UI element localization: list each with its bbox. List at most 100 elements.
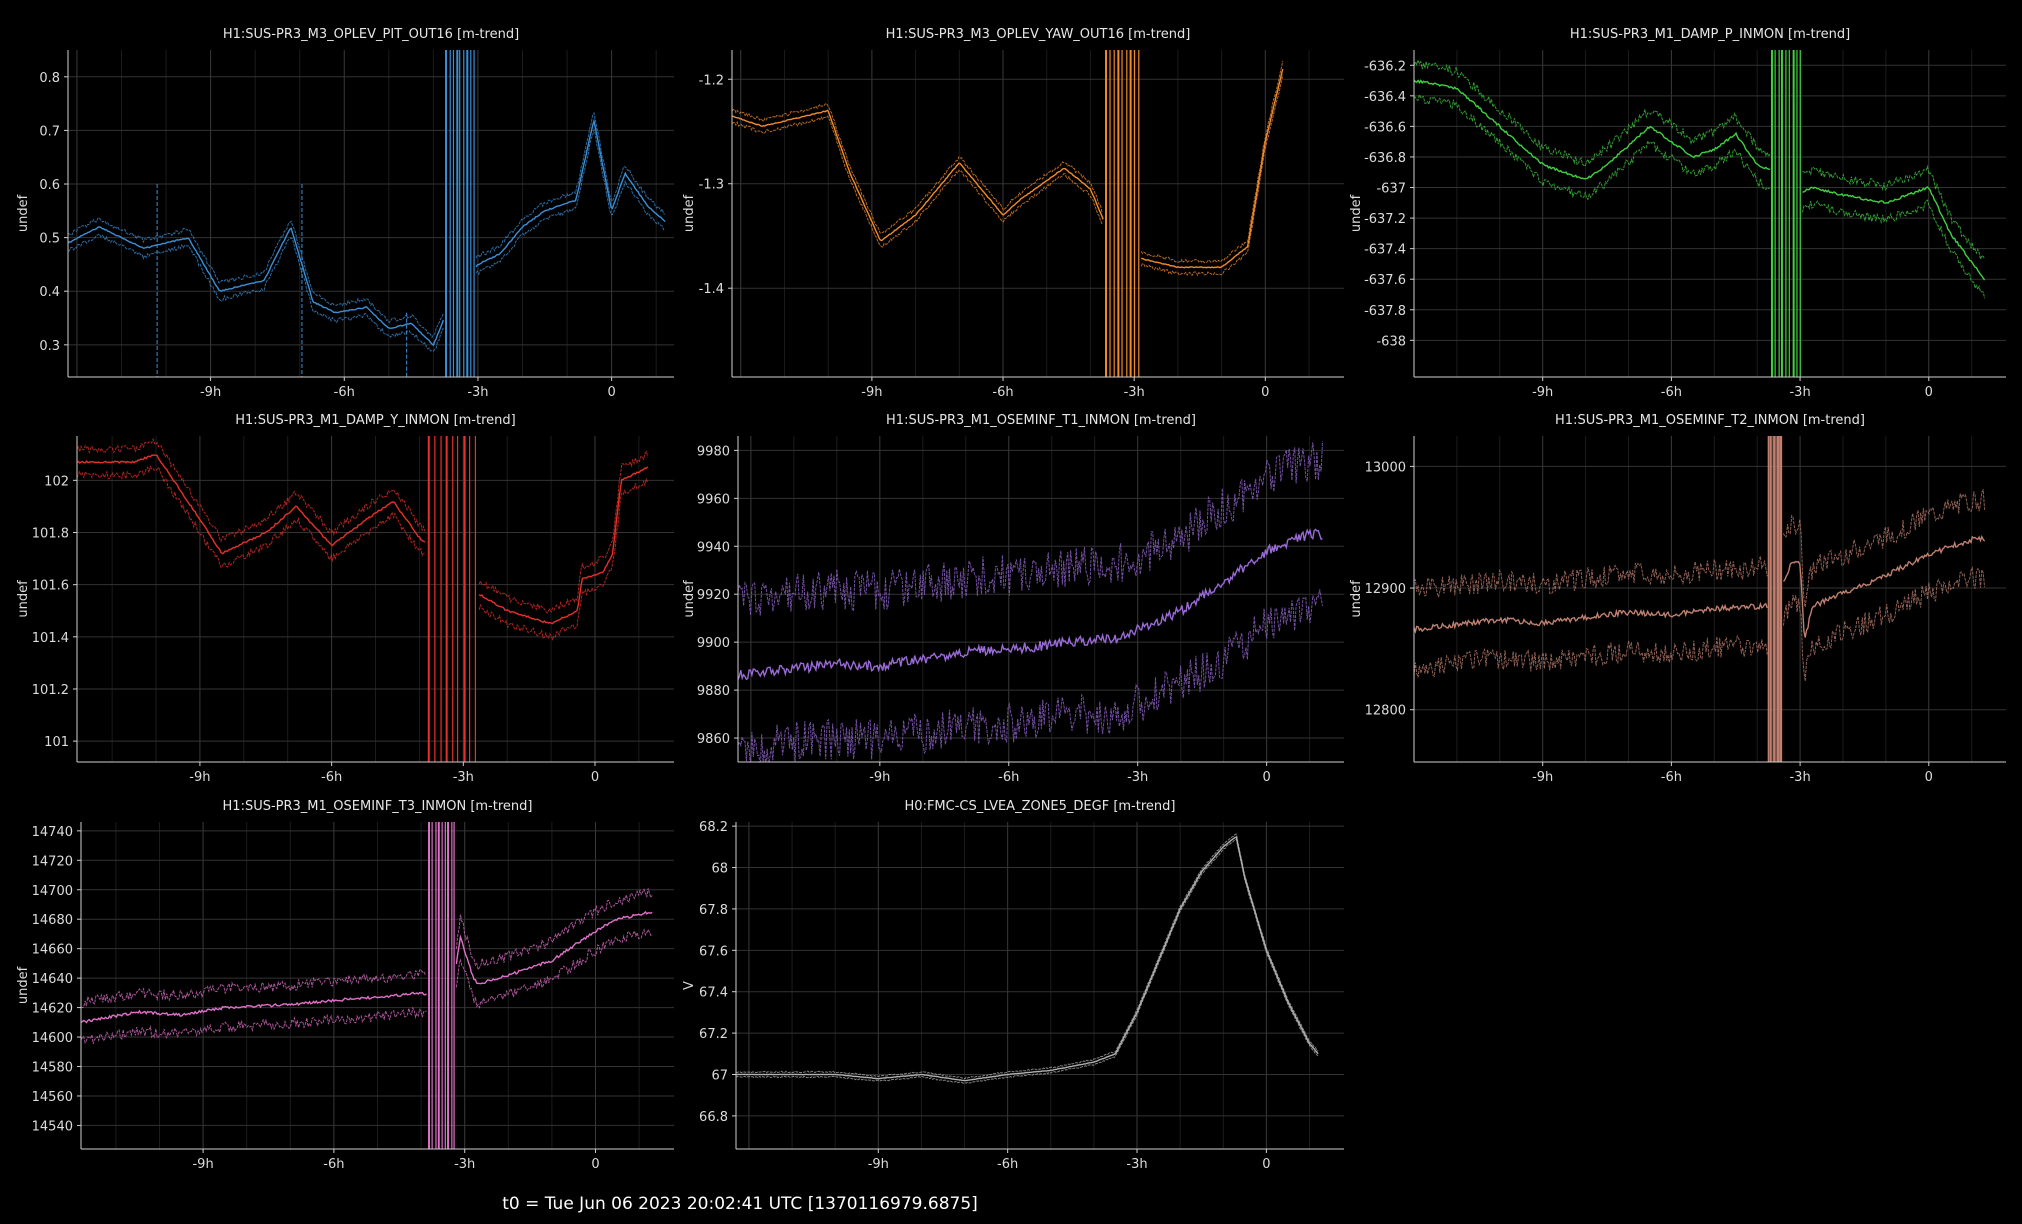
x-tick-label: -3h (1127, 770, 1148, 785)
series-mean-line (732, 68, 1284, 269)
y-tick-label: 0.3 (39, 339, 60, 354)
y-tick-label: -1.4 (699, 282, 724, 297)
x-tick-label: 0 (1925, 385, 1933, 400)
y-axis-label: undef (16, 194, 31, 232)
y-tick-label: 101 (44, 735, 69, 750)
y-tick-label: 14660 (32, 943, 73, 958)
y-tick-label: 0.8 (39, 71, 60, 86)
y-tick-label: -636.6 (1364, 120, 1406, 135)
y-tick-label: 14620 (32, 1002, 73, 1017)
y-tick-label: 67.2 (699, 1027, 728, 1042)
x-tick-label: 0 (1262, 770, 1270, 785)
series-mean-line (68, 118, 666, 347)
x-tick-label: -6h (997, 1157, 1018, 1172)
plot-panel-2: -9h -6h -3h 0 -1.4 -1.3 -1.2 H1:SUS-PR3_M3_OPLE… (682, 27, 1344, 400)
y-tick-label: -637.8 (1364, 304, 1406, 319)
x-tick-label: -6h (323, 1157, 344, 1172)
plot-panel-7: -9h -6h -3h 0 14540 14560 14580 14600 14620 14640… (16, 799, 674, 1172)
x-tick-label: -3h (1124, 385, 1145, 400)
x-tick-label: -9h (861, 385, 882, 400)
series-mean-line (736, 836, 1319, 1082)
series-max-line (68, 111, 666, 339)
series-group (736, 833, 1319, 1084)
series-min-line (738, 589, 1323, 762)
y-tick-label: 14560 (32, 1090, 73, 1105)
series-max-line (1414, 488, 1986, 608)
plot-panel-5: -9h -6h -3h 0 9860 9880 9900 9920 9940 9960 9980 H1… (682, 413, 1344, 785)
y-tick-label: -636.4 (1364, 90, 1406, 105)
y-tick-label: -637.4 (1364, 243, 1406, 258)
series-max-line (77, 437, 649, 614)
y-tick-label: 0.7 (39, 124, 60, 139)
x-tick-label: -6h (992, 385, 1013, 400)
series-min-line (1414, 565, 1986, 682)
plot-title: H1:SUS-PR3_M1_DAMP_P_INMON [m-trend] (1570, 27, 1850, 42)
series-max-line (1414, 58, 1986, 262)
series-min-line (68, 127, 666, 352)
y-tick-label: -638 (1376, 334, 1406, 349)
x-tick-label: -6h (334, 385, 355, 400)
series-mean-line (1414, 79, 1986, 281)
y-tick-label: 101.4 (32, 631, 69, 646)
plot-panel-4: -9h -6h -3h 0 101 101.2 101.4 101.6 101.8 102 H1:S… (16, 413, 674, 785)
plot-grid: -9h -6h -3h 0 0.3 0.4 0.5 0.6 0.7 0.8 H1:SUS-PR3_M… (16, 27, 2006, 1172)
x-tick-label: -9h (868, 1157, 889, 1172)
x-tick-label: 0 (1925, 770, 1933, 785)
y-tick-label: 14580 (32, 1061, 73, 1076)
y-tick-label: 102 (44, 474, 69, 489)
series-max-line (81, 888, 653, 1009)
y-tick-label: 9960 (697, 492, 730, 507)
x-tick-label: -6h (1661, 385, 1682, 400)
y-tick-label: 67.6 (699, 944, 728, 959)
series-group (732, 50, 1284, 377)
y-tick-label: 0.6 (39, 178, 60, 193)
y-tick-label: 14600 (32, 1031, 73, 1046)
plot-panel-1: -9h -6h -3h 0 0.3 0.4 0.5 0.6 0.7 0.8 H1:SUS-PR3_M… (16, 27, 674, 400)
series-group (77, 436, 649, 762)
x-tick-label: 0 (1262, 1157, 1270, 1172)
x-tick-label: -9h (869, 770, 890, 785)
series-group (1414, 50, 1986, 377)
y-axis-label: undef (16, 966, 31, 1004)
series-max-line (732, 60, 1284, 264)
y-tick-label: -636.8 (1364, 151, 1406, 166)
grid (738, 436, 1344, 762)
series-max-line (738, 441, 1323, 616)
x-tick-label: -3h (453, 770, 474, 785)
y-tick-label: 68.2 (699, 820, 728, 835)
y-tick-label: 14680 (32, 913, 73, 928)
y-tick-label: -637.6 (1364, 273, 1406, 288)
y-axis-label: V (682, 981, 697, 990)
y-tick-label: 68 (711, 862, 728, 877)
y-tick-label: 9920 (697, 588, 730, 603)
plot-title: H1:SUS-PR3_M1_OSEMINF_T3_INMON [m-trend] (223, 799, 533, 814)
series-mean-line (738, 528, 1323, 681)
y-tick-label: 13000 (1365, 460, 1406, 475)
y-tick-label: 14540 (32, 1119, 73, 1134)
y-tick-label: 9880 (697, 684, 730, 699)
plot-title: H1:SUS-PR3_M1_OSEMINF_T2_INMON [m-trend] (1555, 413, 1865, 428)
t0-footer: t0 = Tue Jun 06 2023 20:02:41 UTC [13701… (502, 1194, 978, 1214)
x-tick-label: 0 (591, 770, 599, 785)
y-tick-label: 101.6 (32, 579, 69, 594)
series-max-line (736, 833, 1319, 1080)
series-min-line (736, 838, 1319, 1084)
y-tick-label: 67.8 (699, 903, 728, 918)
plot-title: H1:SUS-PR3_M1_DAMP_Y_INMON [m-trend] (235, 413, 515, 428)
y-tick-label: 67 (711, 1068, 728, 1083)
y-tick-label: 0.4 (39, 285, 60, 300)
y-tick-label: 0.5 (39, 232, 60, 247)
plot-title: H0:FMC-CS_LVEA_ZONE5_DEGF [m-trend] (905, 799, 1176, 814)
y-axis-label: undef (16, 580, 31, 618)
grid (81, 822, 674, 1149)
series-min-line (1414, 92, 1986, 299)
x-tick-label: -9h (1532, 770, 1553, 785)
y-tick-label: 9980 (697, 444, 730, 459)
y-tick-label: 14740 (32, 825, 73, 840)
x-tick-label: -6h (321, 770, 342, 785)
plot-title: H1:SUS-PR3_M1_OSEMINF_T1_INMON [m-trend] (886, 413, 1196, 428)
y-axis-label: undef (682, 194, 697, 232)
y-tick-label: -1.2 (699, 73, 724, 88)
series-group (1414, 436, 1986, 762)
